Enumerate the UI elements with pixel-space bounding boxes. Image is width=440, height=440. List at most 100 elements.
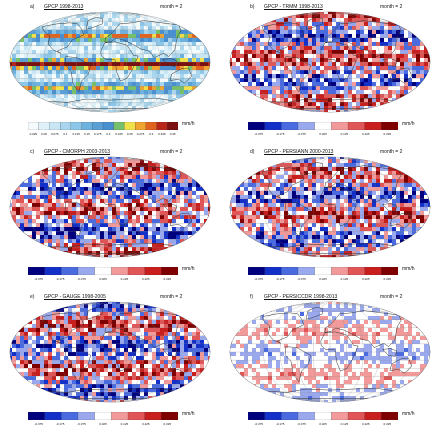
- grid-cell: [300, 38, 305, 43]
- grid-cell: [308, 102, 313, 107]
- colorbar-tick-label: 0.025: [99, 277, 107, 281]
- grid-cell: [28, 187, 33, 192]
- grid-cell: [116, 211, 121, 216]
- grid-cell: [172, 102, 177, 107]
- grid-cell: [132, 62, 137, 67]
- grid-cell: [120, 14, 125, 19]
- grid-cell: [208, 74, 210, 79]
- grid-cell: [392, 183, 397, 188]
- grid-cell: [230, 38, 233, 43]
- grid-cell: [420, 195, 425, 200]
- grid-cell: [28, 171, 33, 176]
- grid-cell: [116, 62, 121, 67]
- grid-cell: [92, 14, 97, 19]
- grid-cell: [180, 94, 185, 99]
- grid-cell: [352, 171, 357, 176]
- grid-cell: [360, 70, 365, 75]
- grid-cell: [60, 203, 65, 208]
- unit-label: mm/h: [182, 121, 195, 127]
- grid-cell: [184, 78, 189, 83]
- grid-cell: [384, 175, 389, 180]
- grid-cell: [400, 90, 405, 95]
- grid-cell: [400, 30, 405, 35]
- grid-cell: [340, 203, 345, 208]
- grid-cell: [356, 26, 361, 31]
- grid-cell: [372, 183, 377, 188]
- grid-cell: [60, 12, 65, 15]
- grid-cell: [136, 70, 141, 75]
- grid-cell: [28, 239, 33, 244]
- grid-cell: [416, 195, 421, 200]
- grid-cell: [392, 207, 397, 212]
- grid-cell: [304, 195, 309, 200]
- grid-cell: [408, 191, 413, 196]
- grid-cell: [172, 18, 177, 23]
- grid-cell: [36, 199, 41, 204]
- grid-cell: [264, 207, 269, 212]
- grid-cell: [152, 30, 157, 35]
- grid-cell: [80, 50, 85, 55]
- grid-cell: [280, 12, 285, 15]
- grid-cell: [168, 199, 173, 204]
- grid-cell: [316, 195, 321, 200]
- grid-cell: [124, 54, 129, 59]
- grid-cell: [300, 211, 305, 216]
- grid-cell: [100, 102, 105, 107]
- grid-cell: [420, 66, 425, 71]
- grid-cell: [24, 227, 29, 232]
- grid-cell: [424, 86, 429, 91]
- grid-cell: [168, 231, 173, 236]
- grid-cell: [88, 211, 93, 216]
- grid-cell: [160, 34, 165, 39]
- grid-cell: [300, 94, 305, 99]
- grid-cell: [172, 195, 177, 200]
- grid-cell: [420, 70, 425, 75]
- grid-cell: [204, 239, 209, 244]
- grid-cell: [112, 30, 117, 35]
- grid-cell: [364, 42, 369, 47]
- grid-cell: [128, 42, 133, 47]
- grid-cell: [420, 191, 425, 196]
- grid-cell: [232, 167, 237, 172]
- grid-cell: [356, 167, 361, 172]
- grid-cell: [68, 26, 73, 31]
- grid-cell: [112, 211, 117, 216]
- grid-cell: [196, 34, 201, 39]
- grid-cell: [248, 82, 253, 87]
- grid-cell: [364, 98, 369, 103]
- colorbar-tick-label: 0.075: [51, 132, 59, 136]
- grid-cell: [28, 191, 33, 196]
- grid-cell: [188, 231, 193, 236]
- grid-cell: [96, 191, 101, 196]
- grid-cell: [328, 94, 333, 99]
- grid-cell: [320, 179, 325, 184]
- grid-cell: [352, 159, 357, 164]
- grid-cell: [60, 22, 65, 27]
- panel-label: b): [250, 4, 255, 10]
- grid-cell: [196, 12, 201, 15]
- grid-cell: [32, 46, 37, 51]
- grid-cell: [404, 203, 409, 208]
- grid-cell: [112, 227, 117, 232]
- grid-cell: [392, 98, 397, 103]
- grid-cell: [144, 215, 149, 220]
- grid-cell: [340, 175, 345, 180]
- grid-cell: [416, 191, 421, 196]
- grid-cell: [140, 94, 145, 99]
- grid-cell: [136, 191, 141, 196]
- grid-cell: [120, 215, 125, 220]
- grid-cell: [132, 38, 137, 43]
- grid-cell: [276, 187, 281, 192]
- grid-cell: [420, 22, 425, 27]
- grid-cell: [372, 102, 377, 107]
- grid-cell: [420, 183, 425, 188]
- grid-cell: [308, 38, 313, 43]
- grid-cell: [400, 203, 405, 208]
- grid-cell: [184, 223, 189, 228]
- grid-cell: [20, 82, 25, 87]
- grid-cell: [156, 22, 161, 27]
- grid-cell: [92, 207, 97, 212]
- grid-cell: [156, 26, 161, 31]
- grid-cell: [416, 94, 421, 99]
- grid-cell: [108, 74, 113, 79]
